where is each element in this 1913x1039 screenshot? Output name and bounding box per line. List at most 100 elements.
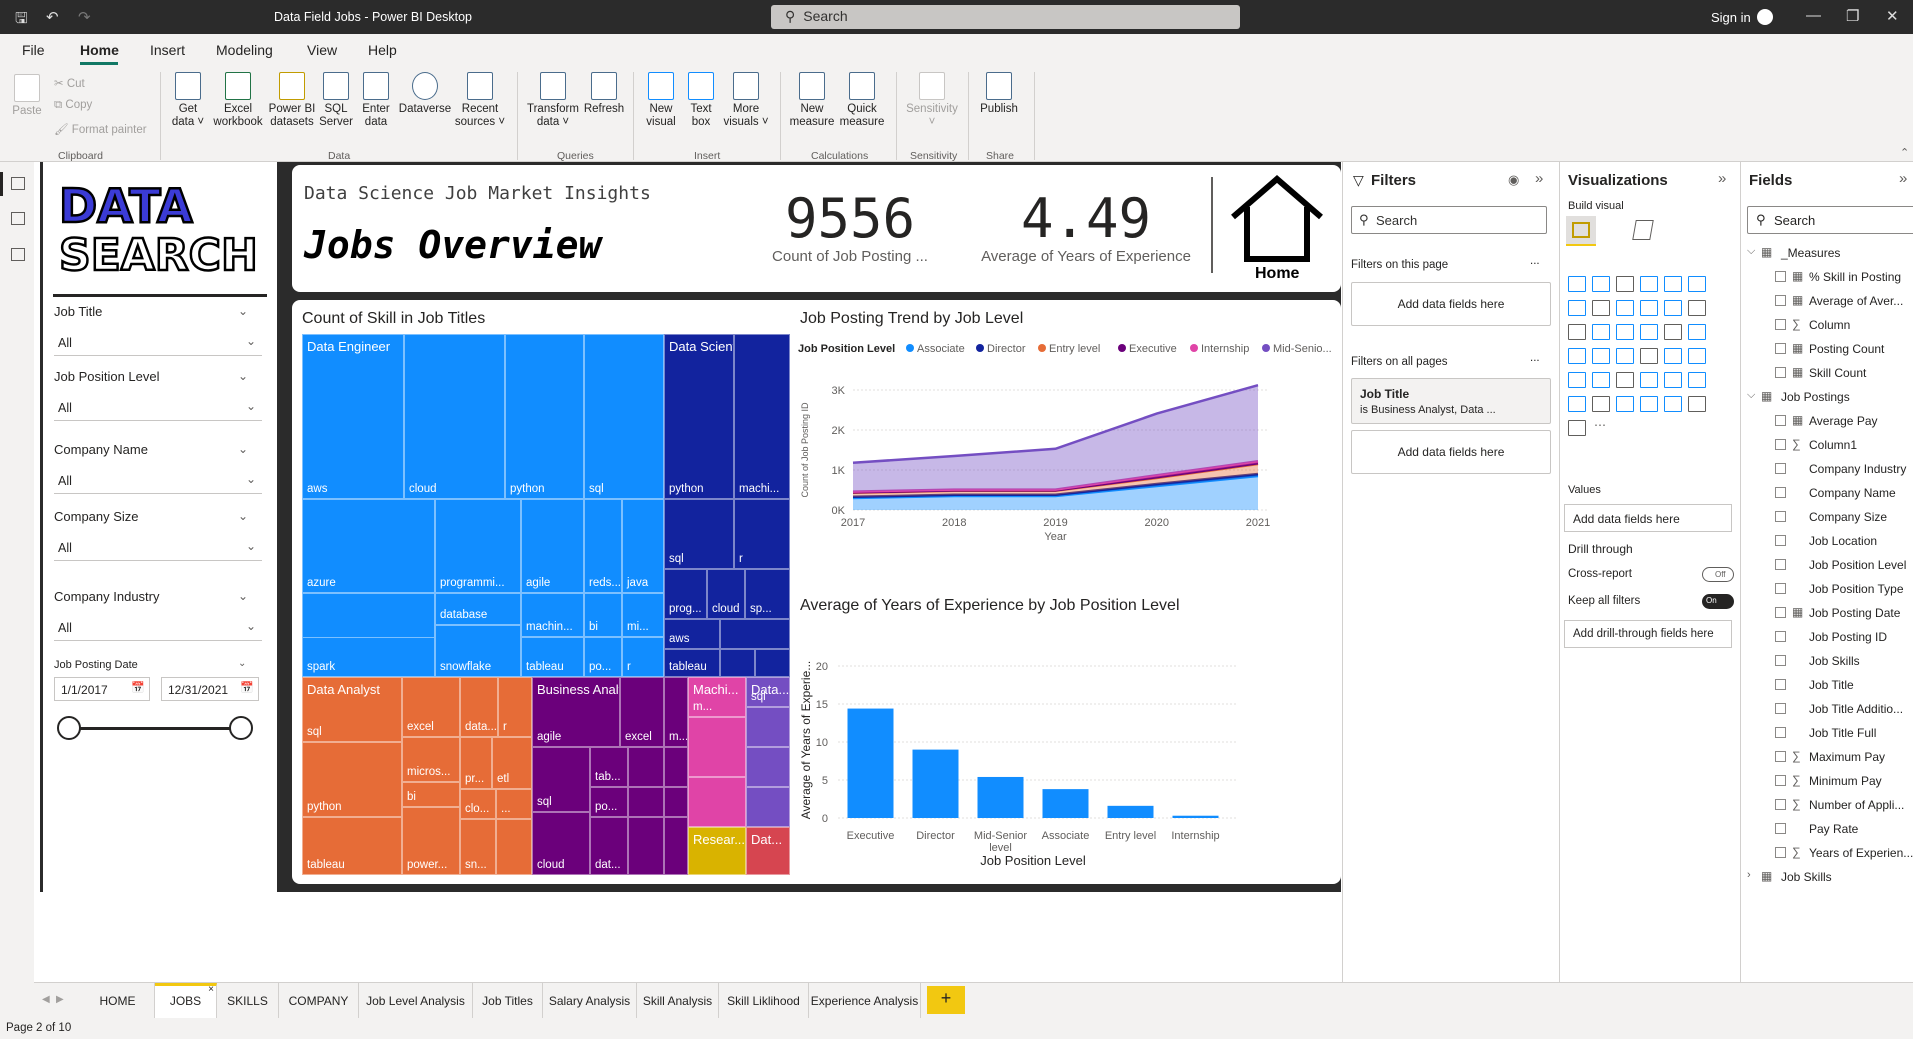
chevron-down-icon[interactable]: ⌵ [1747, 389, 1756, 401]
field-checkbox[interactable] [1775, 679, 1786, 690]
visual-type-icon[interactable] [1640, 372, 1658, 388]
treemap-cell[interactable]: sql [532, 747, 590, 812]
page-tab-salary-analysis[interactable]: Salary Analysis [543, 983, 637, 1018]
field-item[interactable]: ▦ Average of Aver... [1775, 293, 1903, 308]
page-tab-skill-analysis[interactable]: Skill Analysis [637, 983, 719, 1018]
field-item[interactable]: ▦ % Skill in Posting [1775, 269, 1901, 284]
field-item[interactable]: ∑ Minimum Pay [1775, 773, 1882, 788]
field-checkbox[interactable] [1775, 271, 1786, 282]
field-item[interactable]: Job Position Level [1775, 558, 1906, 572]
treemap-cell[interactable] [688, 717, 746, 777]
field-item[interactable]: Job Posting ID [1775, 630, 1887, 644]
treemap-cell[interactable]: r [622, 637, 664, 677]
slicer-company-name-dropdown[interactable]: All ⌄ [54, 468, 262, 494]
treemap-cell[interactable]: clo... [460, 789, 496, 819]
copy-button[interactable]: ⧉ Copy [54, 99, 93, 111]
treemap-cell[interactable]: java [622, 499, 664, 593]
treemap-cell[interactable]: programmi... [435, 499, 521, 593]
field-checkbox[interactable] [1775, 439, 1786, 450]
visual-type-icon[interactable] [1568, 420, 1586, 436]
visual-type-icon[interactable] [1640, 348, 1658, 364]
more-visuals-icon[interactable]: ⋯ [1594, 418, 1606, 432]
field-item[interactable]: ▦ Posting Count [1775, 341, 1884, 356]
publish-button[interactable]: Publish [976, 72, 1022, 116]
model-view-icon[interactable] [11, 248, 25, 261]
field-item[interactable]: ∑ Column [1775, 317, 1850, 332]
treemap-cell[interactable]: bi [402, 782, 460, 807]
field-checkbox[interactable] [1775, 583, 1786, 594]
slicer-company-industry-dropdown[interactable]: All ⌄ [54, 615, 262, 641]
add-page-button[interactable]: + [927, 986, 965, 1014]
dataverse-button[interactable]: Dataverse [396, 72, 454, 116]
treemap-cell[interactable]: agile [521, 499, 584, 593]
treemap-cell[interactable]: tableau [521, 637, 584, 677]
slicer-job-title-dropdown[interactable]: All ⌄ [54, 330, 262, 356]
treemap-cell[interactable]: reds... [584, 499, 622, 593]
chevron-down-icon[interactable]: ⌄ [238, 509, 249, 523]
chevron-down-icon[interactable]: ⌄ [238, 589, 249, 603]
area-chart[interactable]: Job Position Level Associate Director Entry… [798, 334, 1338, 564]
treemap-group-data-other[interactable]: Data... sql [746, 677, 790, 707]
format-visual-icon[interactable] [1632, 220, 1654, 240]
new-measure-button[interactable]: New measure [786, 72, 838, 129]
tab-insert[interactable]: Insert [150, 42, 186, 58]
powerbi-datasets-button[interactable]: Power BI datasets [266, 72, 318, 129]
maximize-icon[interactable]: ❐ [1846, 8, 1860, 25]
format-painter-button[interactable]: 🖌 Format painter [54, 124, 147, 136]
calendar-icon[interactable]: 📅 [131, 682, 145, 694]
text-box-button[interactable]: Text box [682, 72, 720, 129]
collapse-pane-icon[interactable]: » [1535, 170, 1544, 187]
treemap-cell[interactable] [664, 817, 688, 875]
visual-type-icon[interactable] [1664, 372, 1682, 388]
treemap-cell[interactable]: power... [402, 807, 460, 875]
treemap-cell[interactable]: r [498, 677, 532, 737]
home-icon[interactable] [1227, 173, 1327, 265]
visual-type-icon[interactable] [1592, 396, 1610, 412]
field-item[interactable]: Job Title [1775, 678, 1854, 692]
field-item[interactable]: ∑ Number of Appli... [1775, 797, 1904, 812]
filters-page-add-fields[interactable]: Add data fields here [1351, 282, 1551, 326]
treemap-cell[interactable]: data... [460, 677, 498, 737]
minimize-icon[interactable]: — [1806, 7, 1821, 24]
treemap-group-business-analyst[interactable]: Business Analyst agile [532, 677, 620, 747]
visual-type-icon[interactable] [1688, 300, 1706, 316]
field-checkbox[interactable] [1775, 727, 1786, 738]
treemap-cell[interactable] [664, 787, 688, 817]
treemap-group-research[interactable]: Resear... [688, 827, 746, 875]
page-tab-job-level-analysis[interactable]: Job Level Analysis [359, 983, 473, 1018]
redo-icon[interactable]: ↷ [78, 9, 91, 26]
date-to-input[interactable]: 12/31/2021 📅 [161, 677, 259, 701]
visual-type-icon[interactable] [1664, 396, 1682, 412]
field-item[interactable]: ▦ Average Pay [1775, 413, 1878, 428]
visual-type-icon[interactable] [1592, 348, 1610, 364]
date-from-input[interactable]: 1/1/2017 📅 [54, 677, 150, 701]
visual-type-icon[interactable] [1664, 348, 1682, 364]
field-item[interactable]: Company Name [1775, 486, 1896, 500]
field-item[interactable]: Pay Rate [1775, 822, 1858, 836]
drill-through-well[interactable]: Add drill-through fields here [1564, 620, 1732, 648]
values-well[interactable]: Add data fields here [1564, 504, 1732, 532]
visual-type-icon[interactable] [1688, 396, 1706, 412]
new-visual-button[interactable]: New visual [640, 72, 682, 129]
chevron-down-icon[interactable]: ⌄ [238, 442, 249, 456]
field-checkbox[interactable] [1775, 367, 1786, 378]
build-visual-tab[interactable] [1566, 216, 1596, 246]
field-checkbox[interactable] [1775, 319, 1786, 330]
more-options-icon[interactable]: ... [1530, 255, 1540, 267]
chevron-down-icon[interactable]: ⌄ [238, 369, 249, 383]
treemap-cell[interactable]: cloud [532, 812, 590, 875]
field-checkbox[interactable] [1775, 415, 1786, 426]
filter-card-job-title[interactable]: Job Title is Business Analyst, Data ... [1351, 378, 1551, 424]
visual-type-icon[interactable] [1616, 396, 1634, 412]
treemap-cell[interactable] [746, 747, 790, 787]
bar-chart[interactable]: 0 5 10 15 20 Executive Director Mid-Seniorlevel… [798, 618, 1338, 880]
chevron-right-icon[interactable]: › [1747, 869, 1751, 881]
field-checkbox[interactable] [1775, 535, 1786, 546]
field-item[interactable]: Job Location [1775, 534, 1877, 548]
field-item[interactable]: ▦ Job Posting Date [1775, 605, 1900, 620]
visual-type-icon[interactable] [1592, 324, 1610, 340]
cross-report-toggle[interactable]: Off [1702, 567, 1734, 582]
field-checkbox[interactable] [1775, 343, 1786, 354]
slicer-job-level-dropdown[interactable]: All ⌄ [54, 395, 262, 421]
collapse-ribbon-icon[interactable]: ⌃ [1900, 147, 1910, 159]
